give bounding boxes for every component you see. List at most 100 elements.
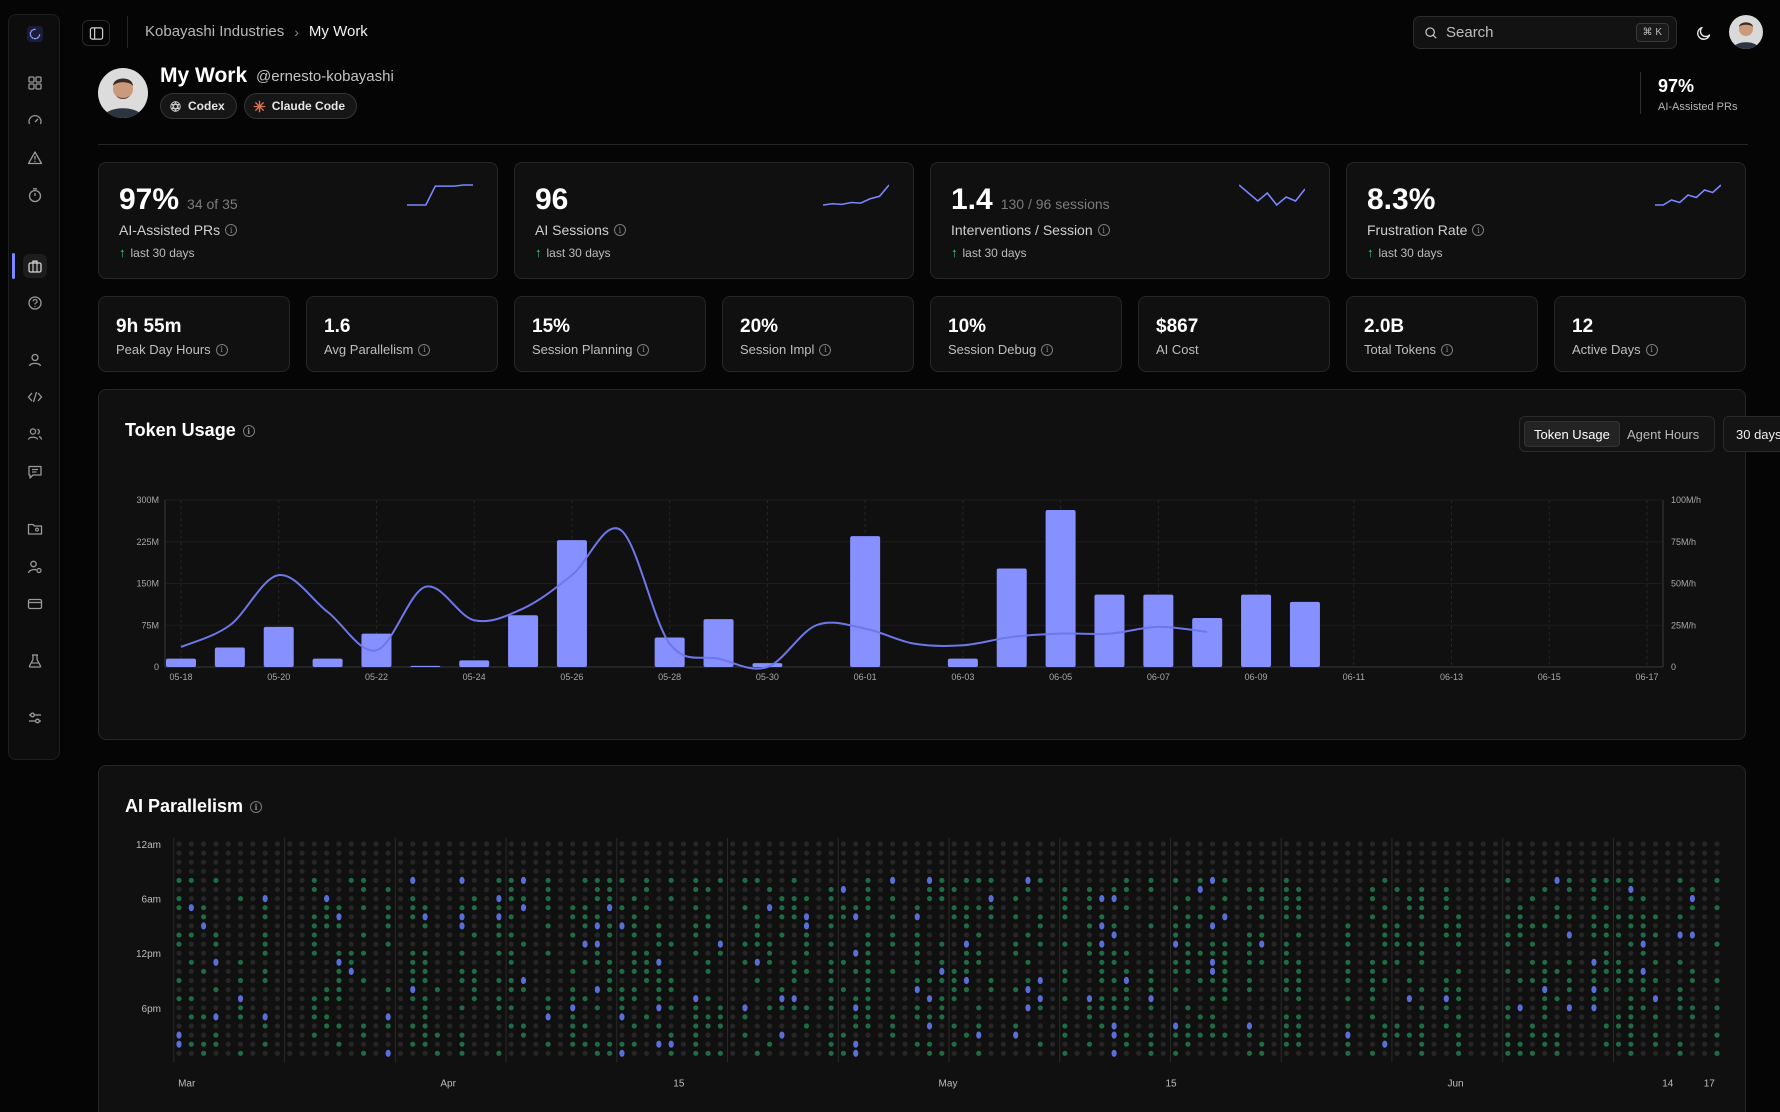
folder-user-icon[interactable] [23,517,47,541]
theme-toggle-button[interactable] [1692,21,1716,45]
heatmap-cell [1492,905,1499,911]
credit-card-icon[interactable] [23,592,47,616]
heatmap-cell [582,968,588,974]
info-icon[interactable]: i [637,343,650,356]
bar[interactable] [312,658,343,667]
gauge-icon[interactable] [23,109,47,133]
bar[interactable] [1241,594,1272,667]
info-icon[interactable]: i [418,343,431,356]
heatmap-cell [570,1032,576,1038]
heatmap-cell [311,1005,317,1011]
toggle-agent-hours[interactable]: Agent Hours [1627,426,1700,442]
search-input[interactable]: Search ⌘ K [1413,16,1677,49]
bar[interactable] [703,619,734,667]
bar[interactable] [214,647,245,667]
sidebar-toggle-button[interactable] [82,20,110,46]
info-icon[interactable]: i [215,343,228,356]
bar[interactable] [459,660,490,667]
heatmap-cell [840,850,847,856]
tag-claude-code[interactable]: Claude Code [243,93,358,119]
heatmap-cell [742,968,748,974]
stat-card-active-days[interactable]: 12 Active Days i [1554,296,1746,372]
app-logo-icon[interactable] [20,19,50,49]
heatmap-cell [1271,1032,1277,1038]
info-icon[interactable]: i [1441,343,1454,356]
heatmap-cell [1037,1050,1043,1056]
bar[interactable] [1192,618,1223,667]
heatmap-cell [816,868,822,874]
stat-card-session-impl[interactable]: 20% Session Impl i [722,296,914,372]
heatmap-cell [471,868,477,874]
heatmap-cell [1037,941,1043,947]
info-icon[interactable]: i [1041,343,1054,356]
heatmap-cell [1049,1041,1056,1047]
stat-card-session-planning[interactable]: 15% Session Planning i [514,296,706,372]
dashboard-icon[interactable] [23,71,47,95]
toggle-token-usage[interactable]: Token Usage [1524,421,1620,447]
bar[interactable] [1289,601,1320,667]
heatmap-cell [397,932,404,938]
info-icon[interactable]: i [250,800,263,813]
heatmap-cell [188,1041,194,1047]
info-icon[interactable]: i [613,224,626,236]
tag-codex[interactable]: Codex [160,93,237,119]
bar[interactable] [1094,594,1125,667]
info-icon[interactable]: i [819,343,832,356]
stat-card-peak-day-hours[interactable]: 9h 55m Peak Day Hours i [98,296,290,372]
help-icon[interactable] [23,291,47,315]
heatmap-cell [188,932,194,938]
heatmap-cell [348,987,354,993]
user-settings-icon[interactable] [23,555,47,579]
bar[interactable] [1045,510,1076,667]
bar[interactable] [410,665,441,667]
bar[interactable] [1143,594,1174,667]
heatmap-cell [1086,941,1093,947]
kpi-card-ai-sessions[interactable]: 96 AI Sessions i ↑ last 30 days [514,162,914,279]
heatmap-cell [471,877,477,883]
flask-icon[interactable] [23,649,47,673]
kpi-card-interventions[interactable]: 1.4 130 / 96 sessions Interventions / Ses… [930,162,1330,279]
breadcrumb-org-link[interactable]: Kobayashi Industries [145,23,285,40]
kpi-card-ai-assisted-prs[interactable]: 97% 34 of 35 AI-Assisted PRs i ↑ last 30 da… [98,162,498,279]
stat-card-avg-parallelism[interactable]: 1.6 Avg Parallelism i [306,296,498,372]
info-icon[interactable]: i [242,424,255,437]
heatmap-cell [348,996,354,1002]
bar[interactable] [508,615,539,667]
bar[interactable] [166,658,196,667]
info-icon[interactable]: i [225,224,238,236]
code-icon[interactable] [23,385,47,409]
heatmap-cell [828,1050,834,1056]
heatmap-cell [570,896,576,902]
heatmap-cell [1652,841,1659,847]
user-avatar-button[interactable] [1729,15,1763,49]
user-icon[interactable] [23,348,47,372]
bar[interactable] [850,536,881,667]
bar[interactable] [556,540,587,667]
bar[interactable] [947,658,978,667]
heatmap-cell [1677,859,1683,865]
stat-card-session-debug[interactable]: 10% Session Debug i [930,296,1122,372]
heatmap-cell [1579,941,1585,947]
sliders-icon[interactable] [23,706,47,730]
info-icon[interactable]: i [1472,224,1485,236]
stat-card-ai-cost[interactable]: $867 AI Cost [1138,296,1330,372]
bar[interactable] [263,626,294,667]
heatmap-cell [1628,896,1634,902]
range-select[interactable]: 30 days [1723,416,1780,452]
briefcase-icon[interactable] [23,254,47,278]
team-icon[interactable] [23,422,47,446]
kpi-card-frustration-rate[interactable]: 8.3% Frustration Rate i ↑ last 30 days [1346,162,1746,279]
info-icon[interactable]: i [1645,343,1658,356]
bar[interactable] [654,637,685,667]
heatmap-cell [668,950,674,956]
bar[interactable] [996,568,1027,667]
kpi-label: AI-Assisted PRs i [119,222,238,238]
stat-card-total-tokens[interactable]: 2.0B Total Tokens i [1346,296,1538,372]
heatmap-cell [828,905,834,911]
info-icon[interactable]: i [1097,224,1110,236]
heatmap-cell [225,923,231,929]
alert-icon[interactable] [23,146,47,170]
heatmap-cell [1468,1050,1474,1056]
timer-icon[interactable] [23,183,47,207]
message-icon[interactable] [23,460,47,484]
